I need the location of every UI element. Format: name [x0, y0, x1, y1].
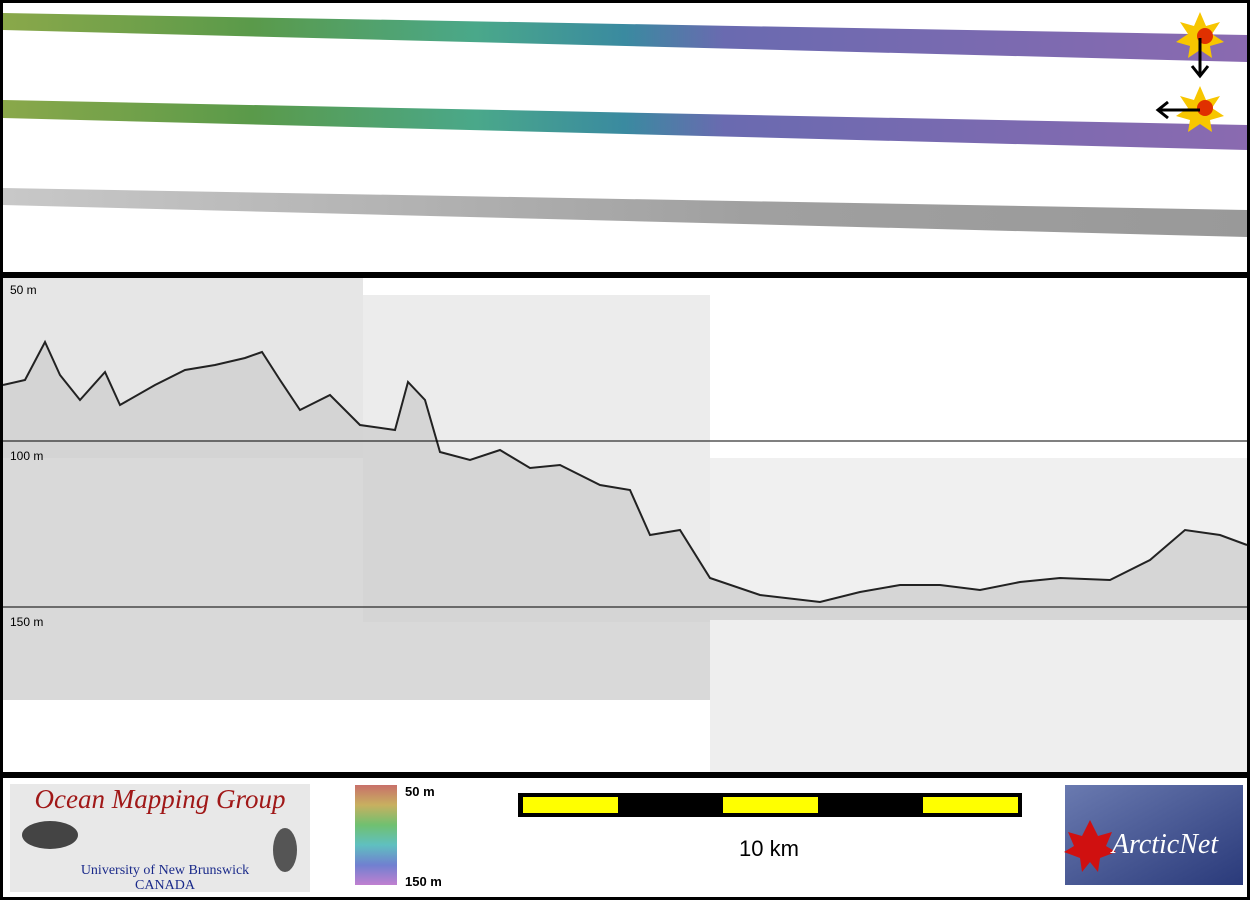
- arcticnet-text: ArcticNet: [1110, 829, 1219, 860]
- logo-graphic: [273, 828, 297, 872]
- depth-label: 150 m: [10, 615, 43, 629]
- arrow: [1190, 38, 1210, 79]
- bathymetry-swath: [3, 13, 1247, 62]
- colorbar-label: 50 m: [405, 784, 435, 799]
- depth-label: 50 m: [10, 283, 37, 297]
- bathymetry-swath: [3, 100, 1247, 150]
- colorbar: [355, 785, 397, 885]
- omg-line: CANADA: [135, 878, 196, 893]
- logo-graphic: [22, 821, 78, 849]
- seafloor-line: [2, 339, 1248, 604]
- seafloor-return: [3, 342, 1247, 700]
- omg-line: University of New Brunswick: [81, 863, 249, 878]
- blank: [3, 700, 710, 772]
- arrow: [1155, 100, 1200, 120]
- depth-label: 100 m: [10, 449, 43, 463]
- maple-leaf: [1064, 820, 1116, 872]
- scale-label: 10 km: [739, 836, 799, 861]
- echogram-segment: [710, 620, 1247, 772]
- backscatter-swath: [3, 188, 1247, 237]
- colorbar-label: 150 m: [405, 874, 442, 889]
- omg-title: Ocean Mapping Group: [35, 784, 286, 814]
- scale-bar: [518, 793, 1022, 817]
